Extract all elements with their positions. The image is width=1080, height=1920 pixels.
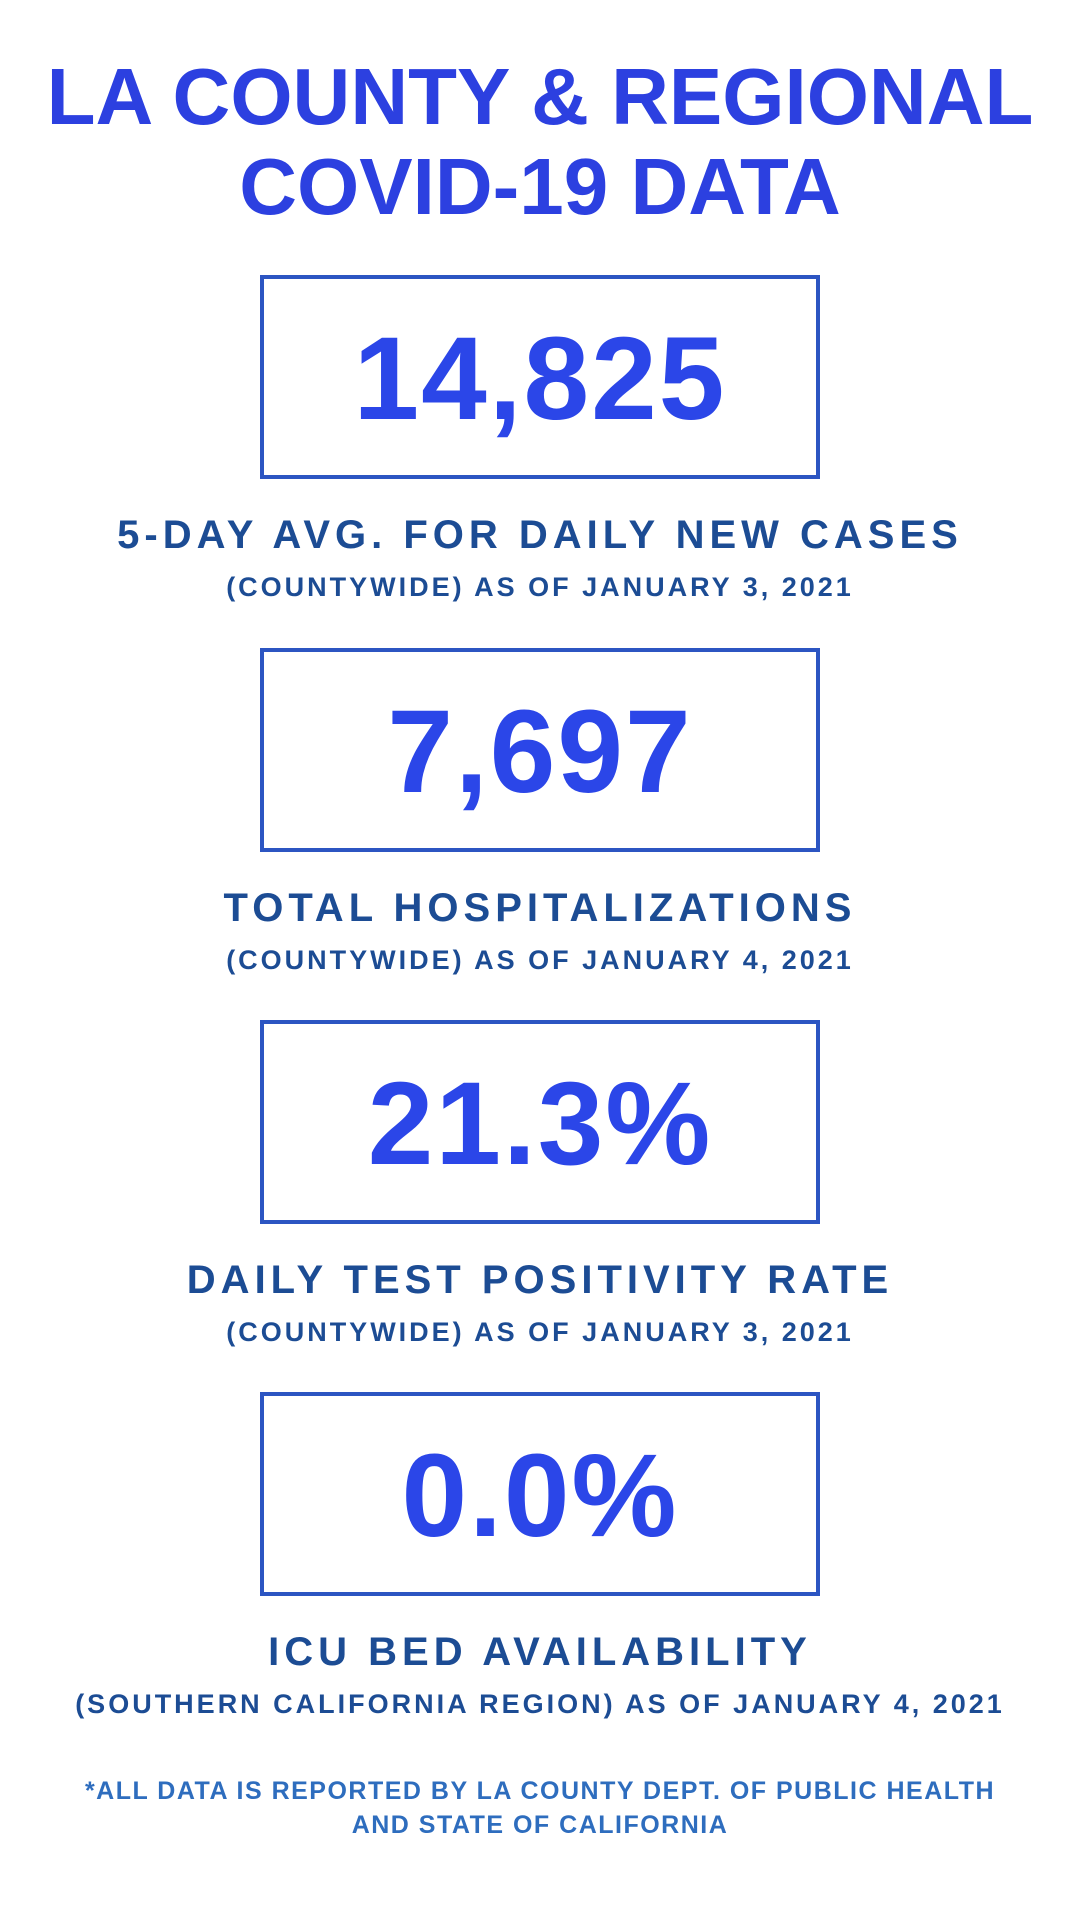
stat-value: 14,825 bbox=[353, 313, 727, 446]
stat-value: 21.3% bbox=[367, 1057, 713, 1190]
stat-section-daily-new-cases: 14,825 5-DAY AVG. FOR DAILY NEW CASES (C… bbox=[117, 275, 963, 603]
stat-sublabel: (COUNTYWIDE) AS OF JANUARY 3, 2021 bbox=[226, 1316, 854, 1347]
stat-value: 7,697 bbox=[387, 685, 693, 818]
stat-label: 5-DAY AVG. FOR DAILY NEW CASES bbox=[117, 513, 963, 558]
stat-label: ICU BED AVAILABILITY bbox=[268, 1630, 812, 1675]
stat-card: 21.3% bbox=[260, 1019, 820, 1224]
stat-label: TOTAL HOSPITALIZATIONS bbox=[223, 885, 857, 930]
stat-section-hospitalizations: 7,697 TOTAL HOSPITALIZATIONS (COUNTYWIDE… bbox=[223, 647, 857, 976]
stat-section-test-positivity: 21.3% DAILY TEST POSITIVITY RATE (COUNTY… bbox=[186, 1019, 894, 1348]
stat-card: 14,825 bbox=[259, 275, 820, 480]
stat-value: 0.0% bbox=[401, 1430, 679, 1563]
stat-sublabel: (COUNTYWIDE) AS OF JANUARY 4, 2021 bbox=[226, 944, 854, 975]
stat-section-icu-availability: 0.0% ICU BED AVAILABILITY (SOUTHERN CALI… bbox=[75, 1392, 1005, 1720]
page-title: LA COUNTY & REGIONAL COVID-19 DATA bbox=[47, 52, 1034, 231]
stat-card: 7,697 bbox=[259, 647, 820, 852]
stat-card: 0.0% bbox=[259, 1392, 820, 1597]
stat-label: DAILY TEST POSITIVITY RATE bbox=[186, 1257, 894, 1302]
page-title-line2: COVID-19 DATA bbox=[239, 141, 841, 231]
footer-note-line2: AND STATE OF CALIFORNIA bbox=[351, 1810, 729, 1839]
stat-sublabel: (SOUTHERN CALIFORNIA REGION) AS OF JANUA… bbox=[75, 1689, 1005, 1720]
footer-note-line1: *ALL DATA IS REPORTED BY LA COUNTY DEPT.… bbox=[84, 1776, 996, 1805]
footer-note: *ALL DATA IS REPORTED BY LA COUNTY DEPT.… bbox=[85, 1775, 995, 1843]
stat-sublabel: (COUNTYWIDE) AS OF JANUARY 3, 2021 bbox=[226, 572, 854, 603]
page-title-line1: LA COUNTY & REGIONAL bbox=[46, 52, 1034, 141]
